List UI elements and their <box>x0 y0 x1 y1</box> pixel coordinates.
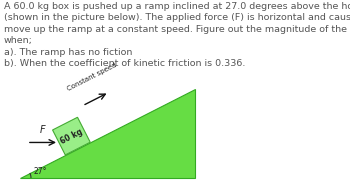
Text: 27°: 27° <box>34 167 48 176</box>
Polygon shape <box>20 89 195 178</box>
Polygon shape <box>52 117 90 155</box>
Text: 60 kg: 60 kg <box>59 127 84 146</box>
Text: F: F <box>40 125 46 136</box>
Text: Constant speed: Constant speed <box>66 62 117 92</box>
Text: A 60.0 kg box is pushed up a ramp inclined at 27.0 degrees above the horizontal
: A 60.0 kg box is pushed up a ramp inclin… <box>4 2 350 68</box>
